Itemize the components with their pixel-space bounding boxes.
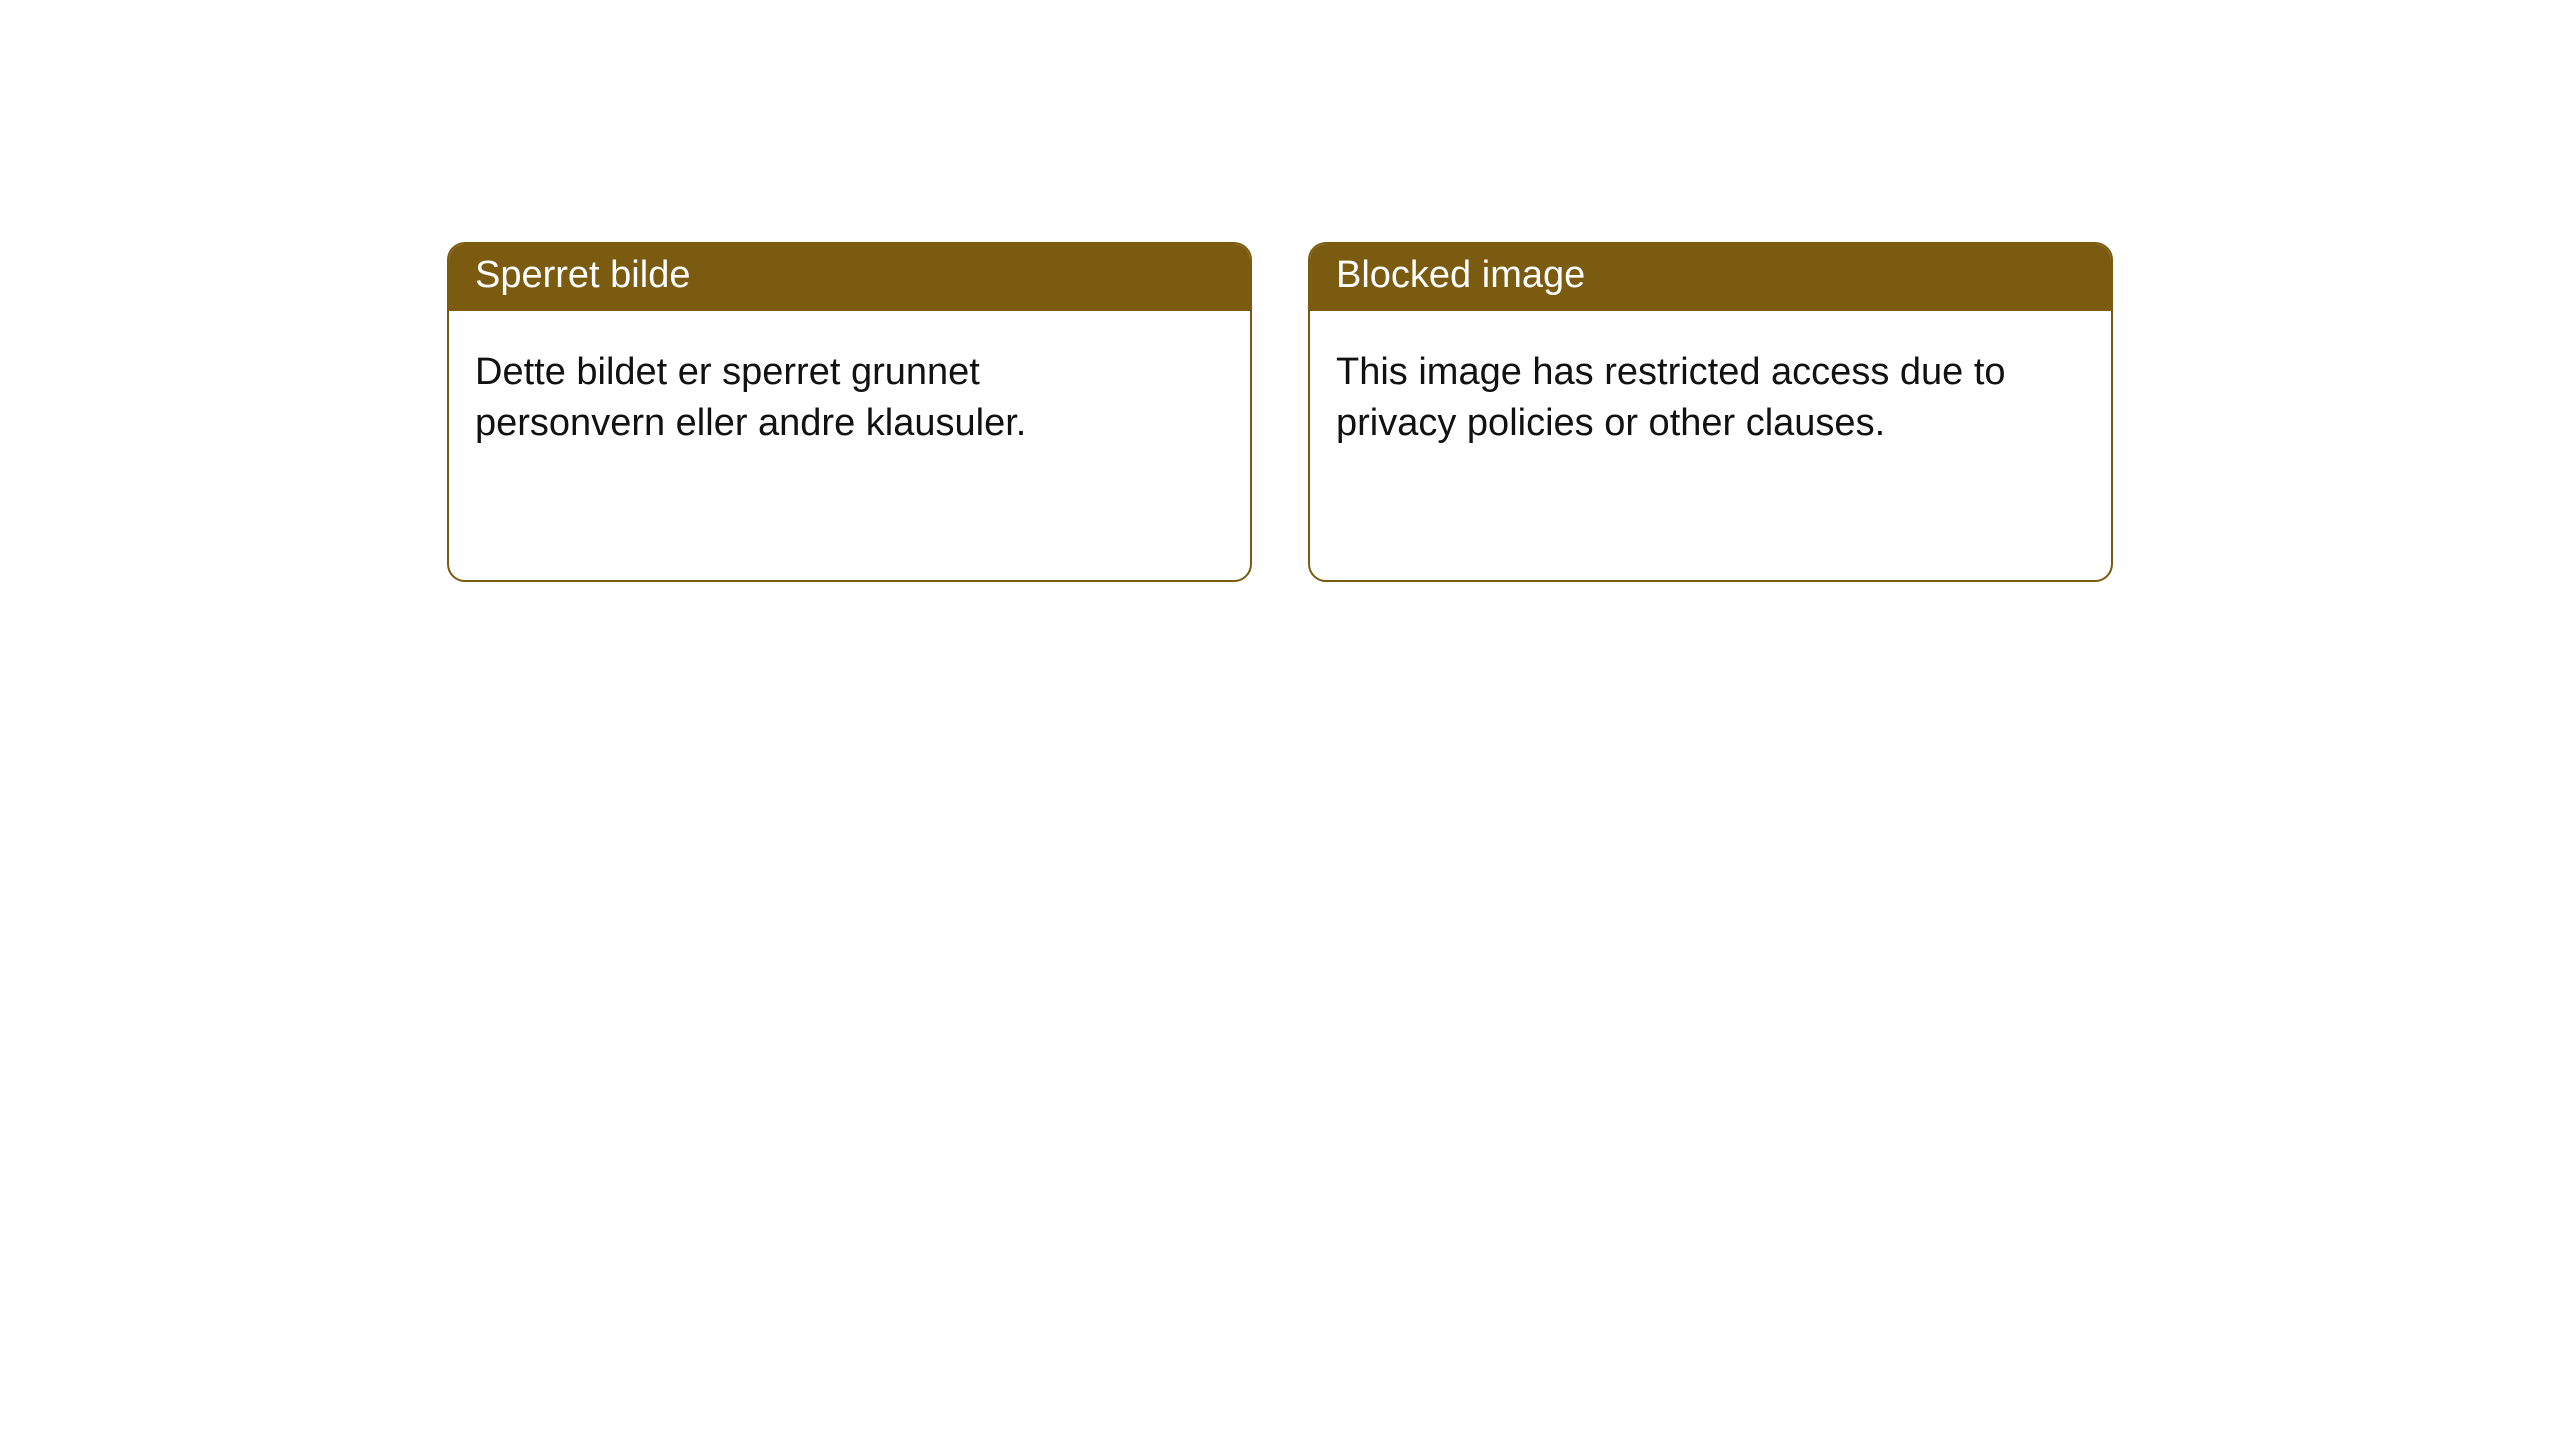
notice-card-title: Sperret bilde (449, 244, 1250, 311)
notice-card-norwegian: Sperret bilde Dette bildet er sperret gr… (447, 242, 1252, 582)
notice-card-body: This image has restricted access due to … (1310, 311, 2050, 470)
notice-card-english: Blocked image This image has restricted … (1308, 242, 2113, 582)
notice-cards-row: Sperret bilde Dette bildet er sperret gr… (0, 0, 2560, 582)
notice-card-body: Dette bildet er sperret grunnet personve… (449, 311, 1189, 470)
notice-card-title: Blocked image (1310, 244, 2111, 311)
